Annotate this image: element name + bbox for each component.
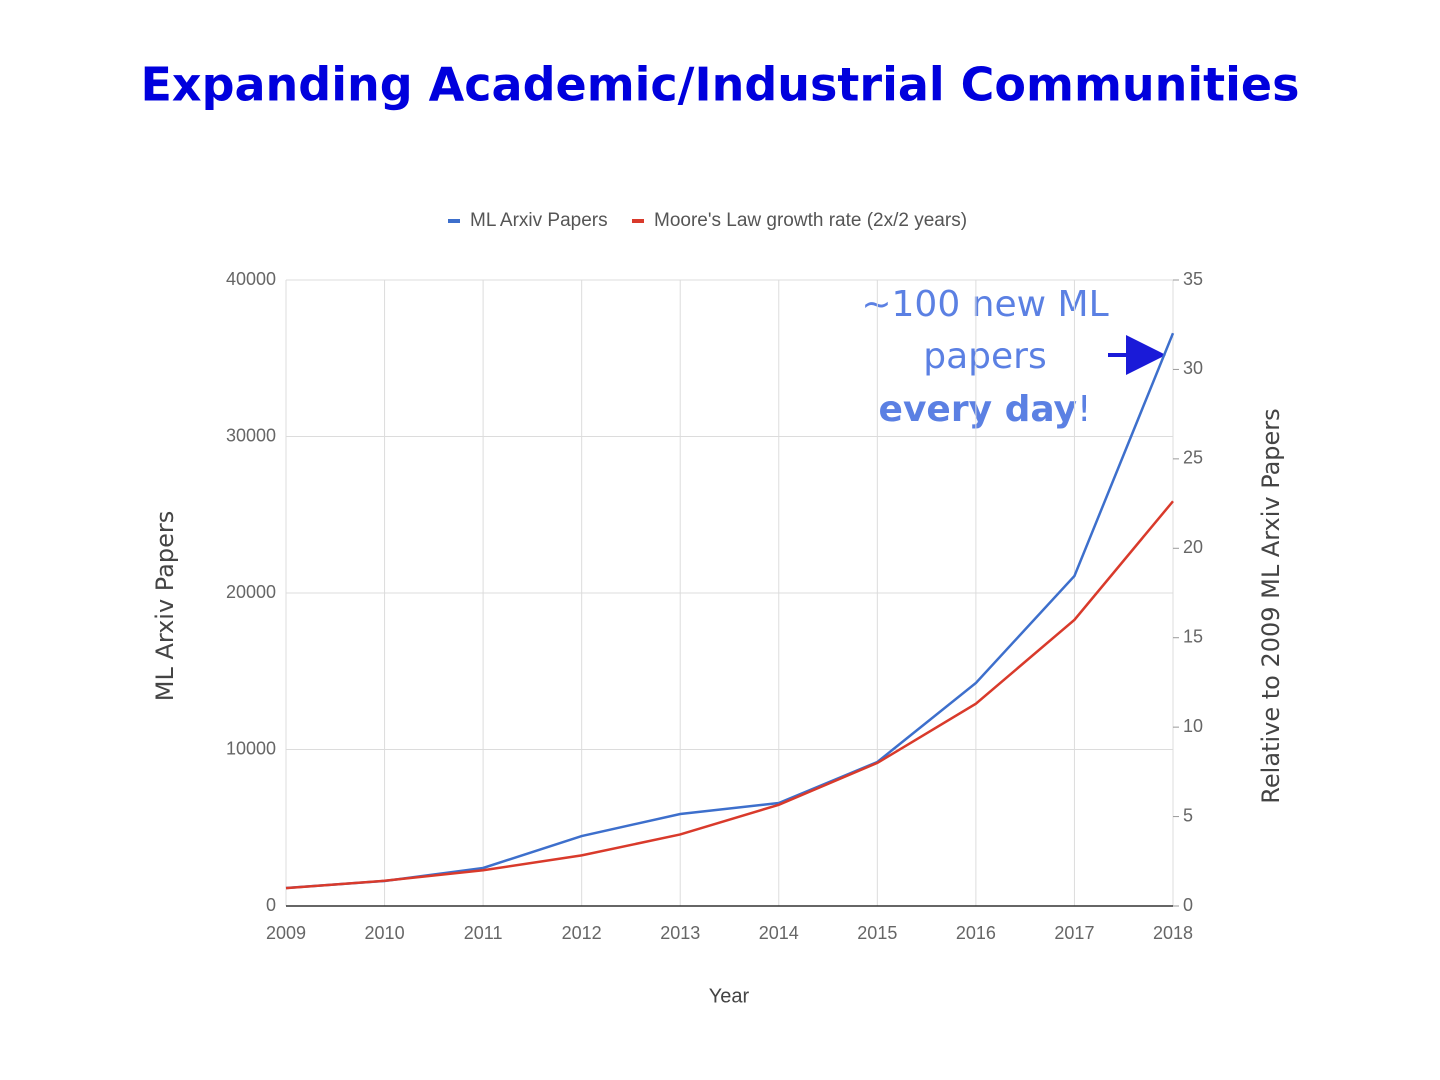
legend-label: ML Arxiv Papers bbox=[470, 210, 608, 231]
annotation-tail: ! bbox=[1077, 389, 1091, 430]
y2-tick-label: 5 bbox=[1183, 805, 1193, 825]
y2-tick-label: 0 bbox=[1183, 895, 1193, 915]
y-tick-label: 30000 bbox=[226, 425, 276, 445]
y-tick-label: 20000 bbox=[226, 582, 276, 602]
y2-tick-label: 10 bbox=[1183, 716, 1203, 736]
y-axis-label: ML Arxiv Papers bbox=[151, 511, 179, 702]
y-tick-label: 10000 bbox=[226, 738, 276, 758]
legend-label: Moore's Law growth rate (2x/2 years) bbox=[654, 210, 967, 231]
x-tick-label: 2017 bbox=[1054, 923, 1094, 943]
x-tick-label: 2011 bbox=[464, 923, 503, 943]
x-tick-label: 2015 bbox=[857, 923, 897, 943]
x-tick-label: 2016 bbox=[956, 923, 996, 943]
slide-title: Expanding Academic/Industrial Communitie… bbox=[140, 58, 1299, 112]
series-line bbox=[285, 500, 1174, 890]
x-tick-label: 2012 bbox=[562, 923, 602, 943]
y2-tick-label: 30 bbox=[1183, 358, 1203, 378]
x-tick-label: 2014 bbox=[759, 923, 799, 943]
y2-tick-label: 15 bbox=[1183, 626, 1203, 646]
x-tick-label: 2013 bbox=[660, 923, 700, 943]
legend-swatch bbox=[632, 219, 644, 223]
x-tick-label: 2010 bbox=[365, 923, 405, 943]
annotation-bold: every day bbox=[879, 389, 1077, 430]
x-axis-label: Year bbox=[709, 985, 750, 1007]
x-tick-label: 2009 bbox=[266, 923, 306, 943]
annotation: ~100 new ML papers every day! bbox=[861, 284, 1108, 430]
y2-axis-label: Relative to 2009 ML Arxiv Papers bbox=[1257, 408, 1285, 803]
svg-text:every day!: every day! bbox=[879, 389, 1092, 430]
y-tick-label: 40000 bbox=[226, 269, 276, 289]
annotation-line: papers bbox=[923, 336, 1046, 377]
annotation-line: ~100 new ML bbox=[861, 284, 1108, 325]
y2-tick-label: 35 bbox=[1183, 269, 1203, 289]
y-tick-label: 0 bbox=[266, 895, 276, 915]
y2-tick-label: 25 bbox=[1183, 448, 1203, 468]
x-tick-label: 2018 bbox=[1153, 923, 1193, 943]
y2-tick-label: 20 bbox=[1183, 537, 1203, 557]
legend-swatch bbox=[448, 219, 460, 223]
